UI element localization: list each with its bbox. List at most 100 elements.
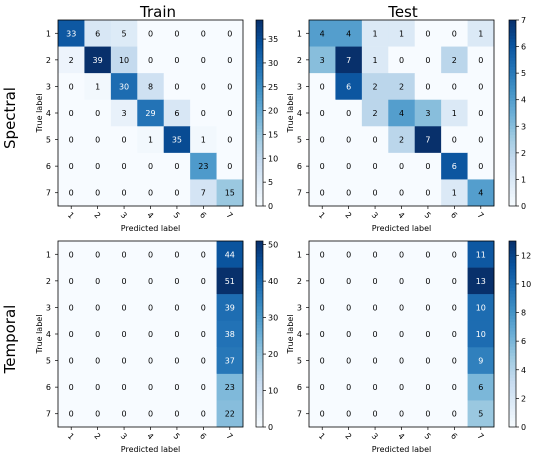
cell-value-label: 0: [425, 410, 430, 419]
heatmap-cell: [335, 241, 363, 268]
cell-value-label: 0: [373, 250, 378, 259]
colorbar-gradient-slice: [256, 20, 263, 24]
colorbar-tick-label: 40: [268, 277, 278, 286]
cell-value-label: 11: [476, 250, 486, 259]
cell-value-label: 0: [174, 82, 179, 91]
heatmap-cell: [84, 126, 112, 154]
colorbar-gradient-slice: [256, 196, 263, 201]
colorbar-gradient-slice: [509, 109, 516, 114]
x-tick-label: 2: [92, 431, 102, 441]
colorbar: 0 2 4 6 8 10 12: [508, 240, 531, 432]
colorbar-gradient-slice: [509, 175, 516, 179]
colorbar-gradient-slice: [509, 358, 516, 363]
colorbar-gradient-slice: [509, 131, 516, 136]
colorbar-gradient-slice: [256, 41, 263, 46]
x-tick-label: 7: [224, 210, 234, 220]
x-tick-label: 2: [343, 431, 353, 441]
heatmap-cell: [388, 373, 416, 401]
colorbar-gradient-slice: [509, 196, 516, 201]
colorbar-tick-label: 20: [268, 107, 278, 116]
cell-value-label: 0: [69, 277, 74, 286]
cell-value-label: 0: [373, 357, 378, 366]
heatmap-cell: [441, 126, 468, 154]
cell-value-label: 30: [119, 82, 129, 91]
colorbar-tick-label: 2: [521, 394, 526, 403]
heatmap-cell: [163, 99, 191, 127]
heatmap-cell: [388, 46, 416, 74]
colorbar-gradient-slice: [509, 334, 516, 338]
cell-value-label: 0: [399, 330, 404, 339]
colorbar-gradient-slice: [256, 278, 263, 282]
cell-value-label: 22: [225, 410, 235, 419]
heatmap-cell: [361, 347, 389, 375]
cell-value-label: 0: [148, 357, 153, 366]
heatmap-cell: [388, 347, 416, 375]
cell-value-label: 7: [346, 56, 351, 65]
colorbar-gradient-slice: [509, 165, 516, 170]
colorbar-gradient-slice: [256, 315, 263, 319]
x-tick-label: 6: [198, 210, 208, 220]
heatmap-cell: [414, 294, 442, 322]
cell-value-label: 7: [201, 189, 206, 198]
cell-value-label: 0: [452, 250, 457, 259]
colorbar-gradient-slice: [256, 287, 263, 291]
x-tick-label: 5: [423, 210, 433, 220]
heatmap-cell: [190, 179, 217, 207]
colorbar-tick-label: 1: [521, 175, 526, 184]
x-tick-label: 4: [145, 431, 155, 441]
colorbar-gradient-slice: [256, 414, 263, 419]
colorbar-tick-label: 0: [521, 423, 526, 432]
colorbar-gradient-slice: [256, 383, 263, 388]
cell-value-label: 0: [452, 383, 457, 392]
colorbar-gradient-slice: [509, 97, 516, 101]
colorbar-gradient-slice: [509, 368, 516, 372]
cell-value-label: 0: [174, 303, 179, 312]
heatmap-cell: [388, 179, 416, 207]
cell-value-label: 1: [478, 29, 483, 38]
heatmap-cell: [309, 152, 336, 180]
colorbar-gradient-slice: [509, 343, 516, 347]
colorbar-gradient-slice: [256, 175, 263, 179]
colorbar-gradient-slice: [509, 420, 516, 425]
cell-value-label: 1: [95, 82, 100, 91]
cell-value-label: 33: [66, 29, 76, 38]
heatmap-panel-bottom-right: 0 0 0 0 0 0 110 0 0 0 0 0 130 0 0 0 0 0 100 0 0 0 0 0 100 0 0 0 0 0 90…: [286, 240, 531, 454]
colorbar-gradient-slice: [256, 35, 263, 39]
heatmap-cell: [84, 73, 112, 101]
y-tick-label: 6: [297, 162, 302, 171]
heatmap-cell: [137, 99, 165, 127]
colorbar-gradient-slice: [256, 69, 263, 74]
cell-value-label: 0: [425, 56, 430, 65]
colorbar-gradient-slice: [256, 72, 263, 77]
colorbar-gradient-slice: [256, 140, 263, 145]
x-tick-label: 3: [119, 431, 129, 441]
heatmap-cell: [163, 126, 191, 154]
colorbar-gradient-slice: [509, 66, 516, 70]
y-tick-label: 2: [46, 56, 51, 65]
heatmap-cell: [441, 294, 468, 322]
cell-value-label: 0: [373, 383, 378, 392]
heatmap-cell: [137, 73, 165, 101]
colorbar-gradient-slice: [256, 23, 263, 27]
colorbar-gradient-slice: [256, 318, 263, 322]
colorbar-frame: [255, 19, 264, 207]
colorbar-gradient-slice: [509, 318, 516, 322]
cell-value-label: 0: [452, 357, 457, 366]
colorbar-gradient-slice: [509, 193, 516, 198]
cell-value-label: 2: [373, 109, 378, 118]
colorbar-gradient-slice: [509, 250, 516, 254]
heatmap-cell: [361, 126, 389, 154]
cell-value-label: 0: [399, 410, 404, 419]
cell-value-label: 0: [69, 82, 74, 91]
colorbar-gradient-slice: [509, 361, 516, 366]
colorbar-gradient-slice: [256, 290, 263, 295]
heatmap-cell: [163, 347, 191, 375]
colorbar-gradient-slice: [509, 202, 516, 207]
cell-value-label: 0: [69, 303, 74, 312]
cell-value-label: 0: [201, 277, 206, 286]
cell-value-label: 6: [478, 383, 483, 392]
x-tick-label: 6: [449, 210, 459, 220]
colorbar-gradient-slice: [256, 324, 263, 329]
colorbar-gradient-slice: [256, 368, 263, 372]
colorbar-gradient-slice: [256, 309, 263, 313]
